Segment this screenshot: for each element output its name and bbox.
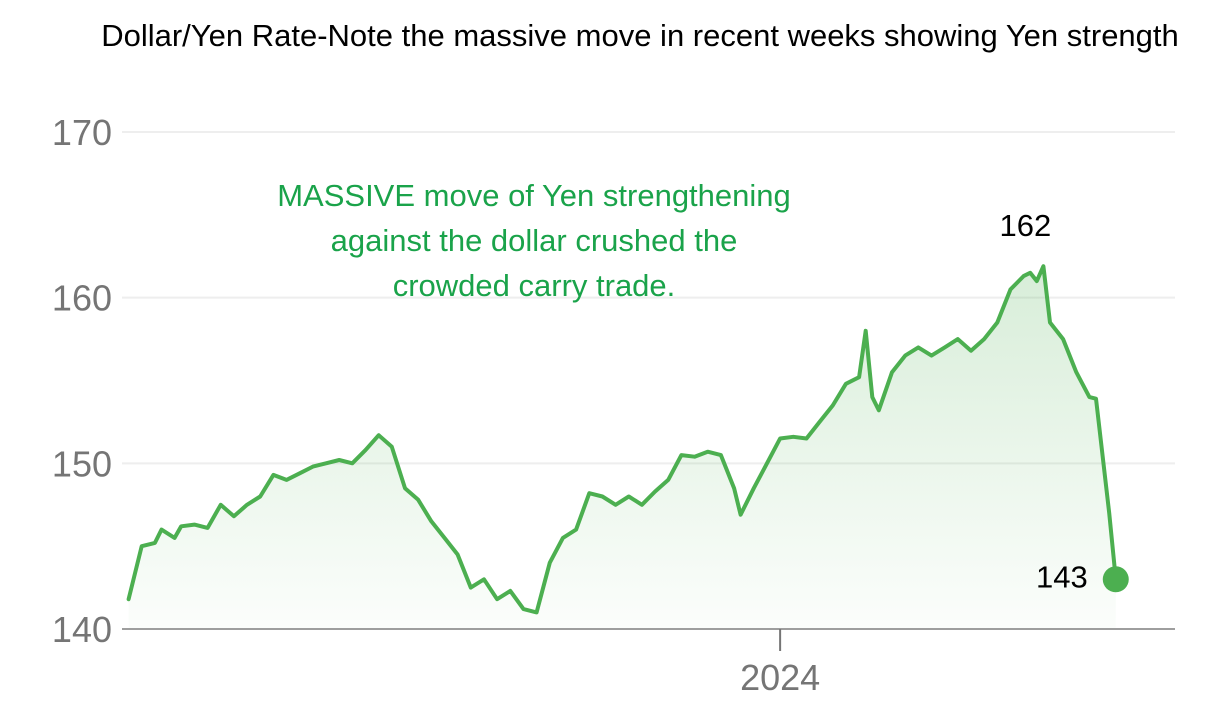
y-tick-label: 160 bbox=[52, 278, 112, 319]
y-tick-label: 170 bbox=[52, 112, 112, 153]
end-point-marker bbox=[1102, 566, 1129, 593]
y-tick-label: 150 bbox=[52, 443, 112, 484]
annotation-line: MASSIVE move of Yen strengthening bbox=[277, 178, 791, 213]
annotation-line: crowded carry trade. bbox=[393, 268, 676, 303]
end-value-label: 143 bbox=[1036, 559, 1088, 594]
area-fill bbox=[128, 266, 1116, 629]
y-tick-label: 140 bbox=[52, 609, 112, 650]
chart-title: Dollar/Yen Rate-Note the massive move in… bbox=[101, 18, 1179, 53]
series-line bbox=[126, 264, 1118, 615]
annotation-text: MASSIVE move of Yen strengthening against… bbox=[277, 178, 791, 303]
peak-value-label: 162 bbox=[1000, 208, 1052, 243]
annotation-line: against the dollar crushed the bbox=[331, 223, 738, 258]
x-tick-label: 2024 bbox=[740, 657, 820, 698]
